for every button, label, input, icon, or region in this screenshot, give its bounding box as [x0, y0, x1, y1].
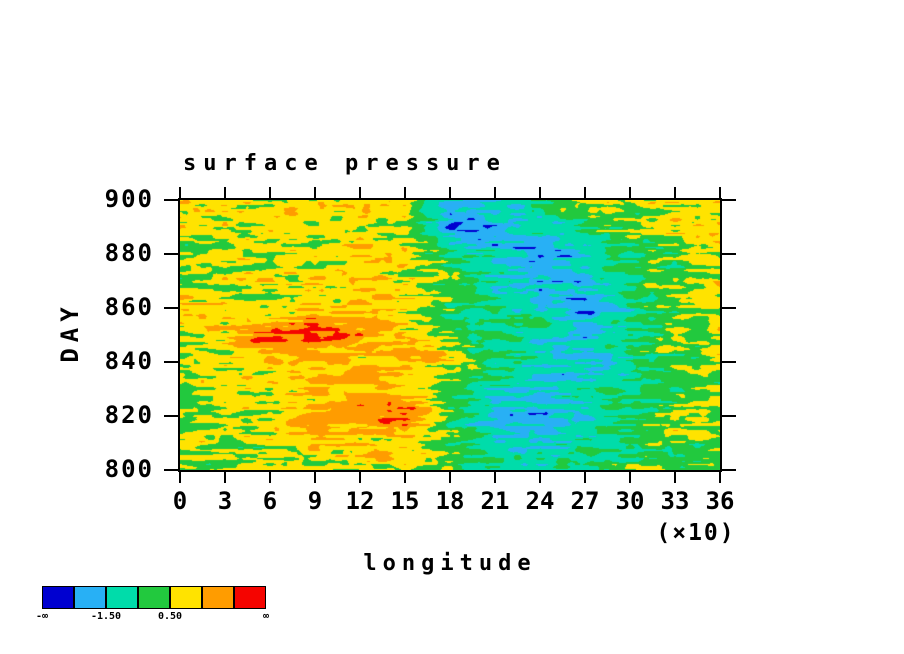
x-tick-mark-top	[179, 187, 181, 200]
colorbar-tick-label: -1.50	[90, 611, 122, 622]
x-tick-mark-bottom	[269, 470, 271, 483]
x-tick-mark-top	[269, 187, 271, 200]
x-tick-mark-top	[719, 187, 721, 200]
y-tick-mark-right	[720, 307, 736, 309]
x-tick-mark-top	[629, 187, 631, 200]
x-tick-mark-bottom	[179, 470, 181, 483]
x-tick-mark-top	[584, 187, 586, 200]
y-tick-label: 900	[104, 185, 154, 213]
x-tick-mark-bottom	[719, 470, 721, 483]
y-tick-mark-right	[720, 199, 736, 201]
y-tick-label: 880	[104, 239, 154, 267]
x-tick-mark-bottom	[584, 470, 586, 483]
plot-area	[178, 198, 722, 472]
y-tick-label: 840	[104, 347, 154, 375]
x-tick-mark-top	[359, 187, 361, 200]
x-tick-mark-bottom	[674, 470, 676, 483]
y-tick-label: 820	[104, 401, 154, 429]
heatmap-canvas	[180, 200, 720, 470]
y-tick-mark-left	[164, 253, 180, 255]
x-axis-scale-note: (×10)	[656, 520, 736, 546]
x-tick-mark-bottom	[404, 470, 406, 483]
y-tick-mark-right	[720, 253, 736, 255]
y-tick-label: 860	[104, 293, 154, 321]
x-tick-label: 18	[435, 487, 465, 515]
x-tick-mark-bottom	[314, 470, 316, 483]
x-tick-label: 6	[262, 487, 278, 515]
chart-title: surface pressure	[183, 151, 507, 176]
colorbar-segment	[234, 586, 266, 609]
x-tick-label: 36	[705, 487, 735, 515]
x-tick-label: 3	[217, 487, 233, 515]
x-tick-label: 27	[570, 487, 600, 515]
x-tick-mark-top	[539, 187, 541, 200]
x-tick-mark-top	[314, 187, 316, 200]
x-axis-label: longitude	[363, 551, 537, 576]
x-tick-mark-top	[494, 187, 496, 200]
colorbar-segment	[138, 586, 170, 609]
y-tick-mark-right	[720, 361, 736, 363]
y-tick-mark-left	[164, 199, 180, 201]
colorbar-segment	[106, 586, 138, 609]
colorbar-segment	[170, 586, 202, 609]
y-tick-mark-right	[720, 415, 736, 417]
x-tick-label: 9	[307, 487, 323, 515]
colorbar-tick-label: -∞	[35, 611, 49, 622]
colorbar-segment	[42, 586, 74, 609]
x-tick-label: 21	[480, 487, 510, 515]
y-tick-mark-left	[164, 307, 180, 309]
y-tick-mark-right	[720, 469, 736, 471]
x-tick-mark-bottom	[494, 470, 496, 483]
x-tick-mark-bottom	[224, 470, 226, 483]
y-tick-mark-left	[164, 361, 180, 363]
x-tick-label: 15	[390, 487, 420, 515]
y-tick-mark-left	[164, 415, 180, 417]
y-tick-mark-left	[164, 469, 180, 471]
x-tick-mark-bottom	[539, 470, 541, 483]
x-tick-mark-bottom	[359, 470, 361, 483]
x-tick-mark-top	[674, 187, 676, 200]
y-tick-label: 800	[104, 455, 154, 483]
x-tick-mark-bottom	[449, 470, 451, 483]
colorbar-segment	[202, 586, 234, 609]
x-tick-label: 12	[345, 487, 375, 515]
colorbar-tick-label: 0.50	[157, 611, 183, 622]
colorbar-segment	[74, 586, 106, 609]
colorbar-tick-label: ∞	[262, 611, 270, 622]
x-tick-mark-top	[224, 187, 226, 200]
x-tick-label: 0	[172, 487, 188, 515]
x-tick-label: 33	[660, 487, 690, 515]
x-tick-label: 30	[615, 487, 645, 515]
x-tick-mark-top	[449, 187, 451, 200]
x-tick-label: 24	[525, 487, 555, 515]
x-tick-mark-top	[404, 187, 406, 200]
x-tick-mark-bottom	[629, 470, 631, 483]
